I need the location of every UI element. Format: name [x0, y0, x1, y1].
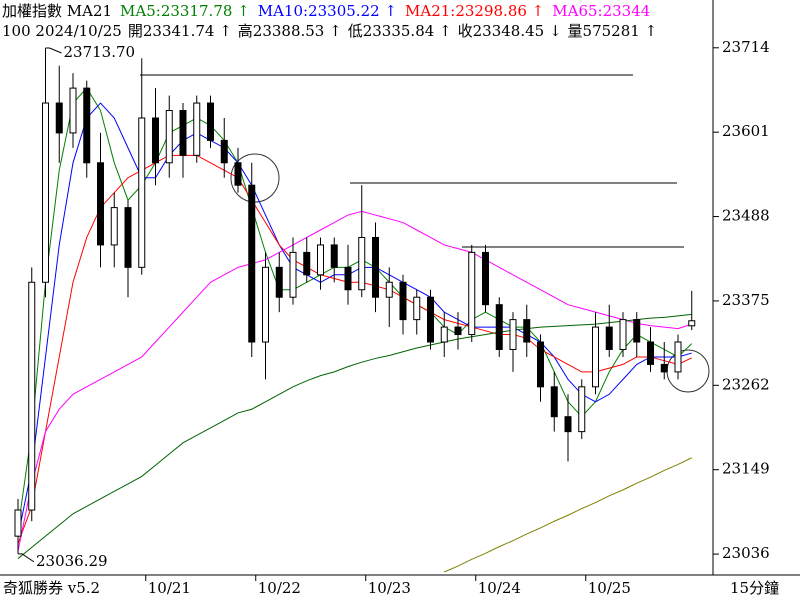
annotation-leader	[45, 47, 62, 54]
candle-body	[523, 319, 531, 343]
candle-body	[207, 102, 214, 141]
candle-body	[330, 244, 338, 268]
y-tick-label: 23488	[722, 207, 770, 225]
candle-body	[399, 281, 407, 321]
candle-body	[495, 304, 503, 350]
candle-body	[248, 184, 256, 343]
candle-body	[440, 326, 448, 343]
y-tick-label: 23714	[722, 38, 770, 56]
candle-body	[358, 236, 366, 291]
ma-line	[17, 313, 692, 559]
x-tick-label: 10/22	[258, 579, 301, 597]
y-tick-label: 23262	[722, 375, 770, 393]
header-item: MA21:23298.86 ↑	[405, 2, 544, 20]
x-tick-label: 10/21	[148, 579, 191, 597]
annotation-label: 23713.70	[64, 43, 136, 61]
plot-area: 加權指數 MA21 MA5:23317.78 ↑ MA10:23305.22 ↑ MA…	[2, 2, 710, 573]
y-tick-label: 23375	[722, 291, 770, 309]
candle-body	[138, 117, 146, 268]
ma-line	[17, 210, 692, 552]
candle-body	[110, 207, 118, 246]
candle-body	[234, 162, 242, 186]
header-item: MA65:23344	[552, 2, 650, 20]
candle-body	[83, 87, 91, 164]
annotation-label: 23036.29	[36, 552, 108, 570]
candle-body	[55, 102, 63, 134]
x-tick-label: 10/24	[478, 579, 521, 597]
candle-body	[454, 326, 462, 336]
y-tick-label: 23036	[722, 544, 770, 562]
header-item: MA5:23317.78 ↑	[120, 2, 250, 20]
candle-body	[28, 281, 36, 511]
header-item: 收23348.45 ↓	[458, 22, 562, 40]
candle-body	[592, 326, 599, 388]
candle-body	[647, 341, 654, 365]
candle-body	[152, 117, 159, 164]
candle-body	[605, 326, 613, 350]
candle-body	[564, 416, 572, 433]
candle-body	[124, 207, 132, 268]
candle-body	[289, 251, 297, 298]
candle-body	[413, 296, 421, 321]
candle-body	[427, 296, 434, 343]
annotation-leader	[18, 553, 35, 563]
header-item: MA10:23305.22 ↑	[258, 2, 397, 20]
header-item: 100 2024/10/25	[2, 22, 122, 40]
candle-body	[550, 386, 558, 418]
candle-body	[385, 281, 393, 298]
candle-body	[468, 251, 476, 336]
header-item: 量575281 ↑	[568, 22, 658, 40]
x-tick-label: 10/25	[588, 579, 631, 597]
y-tick-label: 23149	[722, 460, 770, 478]
ma-line	[17, 154, 692, 544]
header-item: 加權指數 MA21	[2, 2, 112, 20]
y-tick-label: 23601	[722, 122, 770, 140]
candle-body	[303, 251, 311, 276]
candle-body	[193, 102, 201, 156]
ma-line	[444, 457, 692, 573]
candle-body	[317, 244, 324, 276]
candle-body	[97, 162, 104, 246]
header-item: 開23341.74 ↑	[128, 22, 232, 40]
candle-body	[372, 236, 379, 298]
candle-body	[220, 139, 228, 164]
candle-body	[275, 266, 283, 298]
footer-left: 奇狐勝券 v5.2	[3, 579, 100, 597]
footer-right: 15分鐘	[730, 579, 779, 597]
candle-body	[688, 320, 696, 327]
candle-body	[537, 341, 544, 388]
candle-body	[69, 87, 77, 134]
x-tick-label: 10/23	[368, 579, 411, 597]
candle-body	[42, 102, 49, 283]
candle-body	[660, 363, 668, 373]
candle-body	[344, 266, 352, 291]
candle-body	[165, 110, 173, 164]
candle-body	[14, 509, 22, 537]
header-item: 低23335.84 ↑	[348, 22, 452, 40]
candle-body	[509, 319, 517, 350]
candle-body	[482, 251, 489, 306]
candle-body	[262, 266, 269, 343]
candle-body	[578, 386, 586, 433]
candle-body	[179, 110, 187, 156]
candle-body	[674, 341, 682, 373]
header-item: 高23388.53 ↑	[238, 22, 342, 40]
candle-body	[633, 319, 641, 343]
candle-body	[619, 319, 627, 350]
